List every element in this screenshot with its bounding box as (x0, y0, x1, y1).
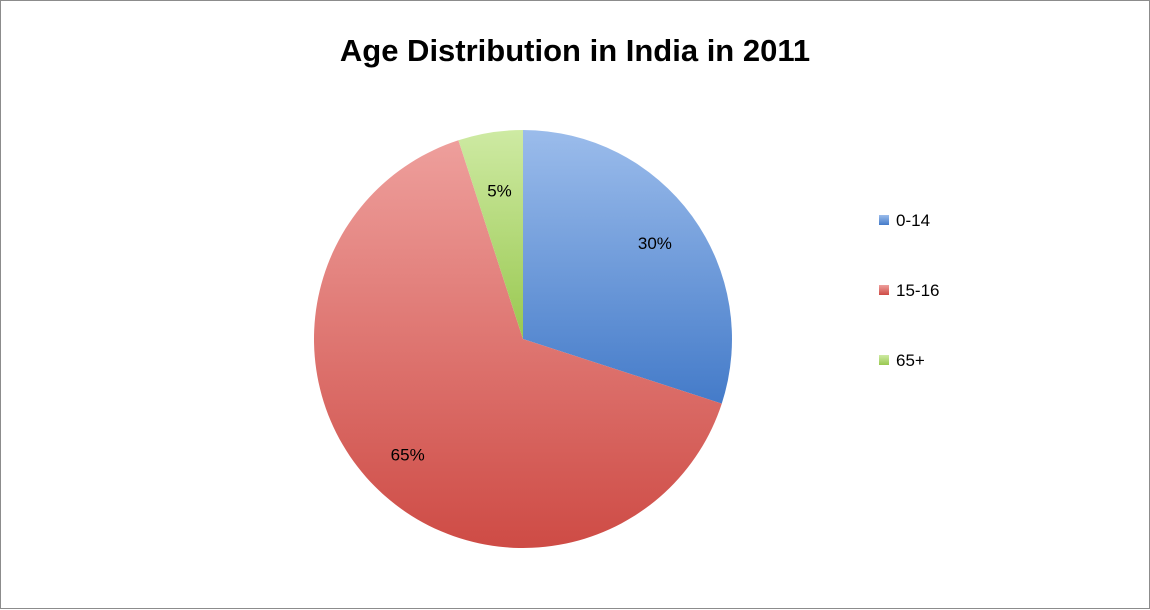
data-label-0-14: 30% (638, 234, 672, 253)
pie-slice-65-plus (458, 130, 523, 339)
chart-title: Age Distribution in India in 2011 (340, 33, 810, 68)
pie-slice-0-14 (523, 130, 732, 404)
pie-slice-15-16 (313, 140, 722, 549)
legend-swatch-15-16 (879, 285, 889, 295)
legend: 0-14 15-16 65+ (879, 211, 939, 370)
pie-slices (313, 130, 732, 549)
data-label-65-plus: 5% (487, 181, 512, 200)
data-label-15-16: 65% (391, 445, 425, 464)
legend-swatch-65-plus (879, 355, 889, 365)
pie-data-labels: 30% 65% 5% (391, 181, 672, 464)
legend-label-65-plus: 65+ (896, 351, 925, 370)
legend-label-15-16: 15-16 (896, 281, 939, 300)
legend-label-0-14: 0-14 (896, 211, 930, 230)
legend-swatch-0-14 (879, 215, 889, 225)
